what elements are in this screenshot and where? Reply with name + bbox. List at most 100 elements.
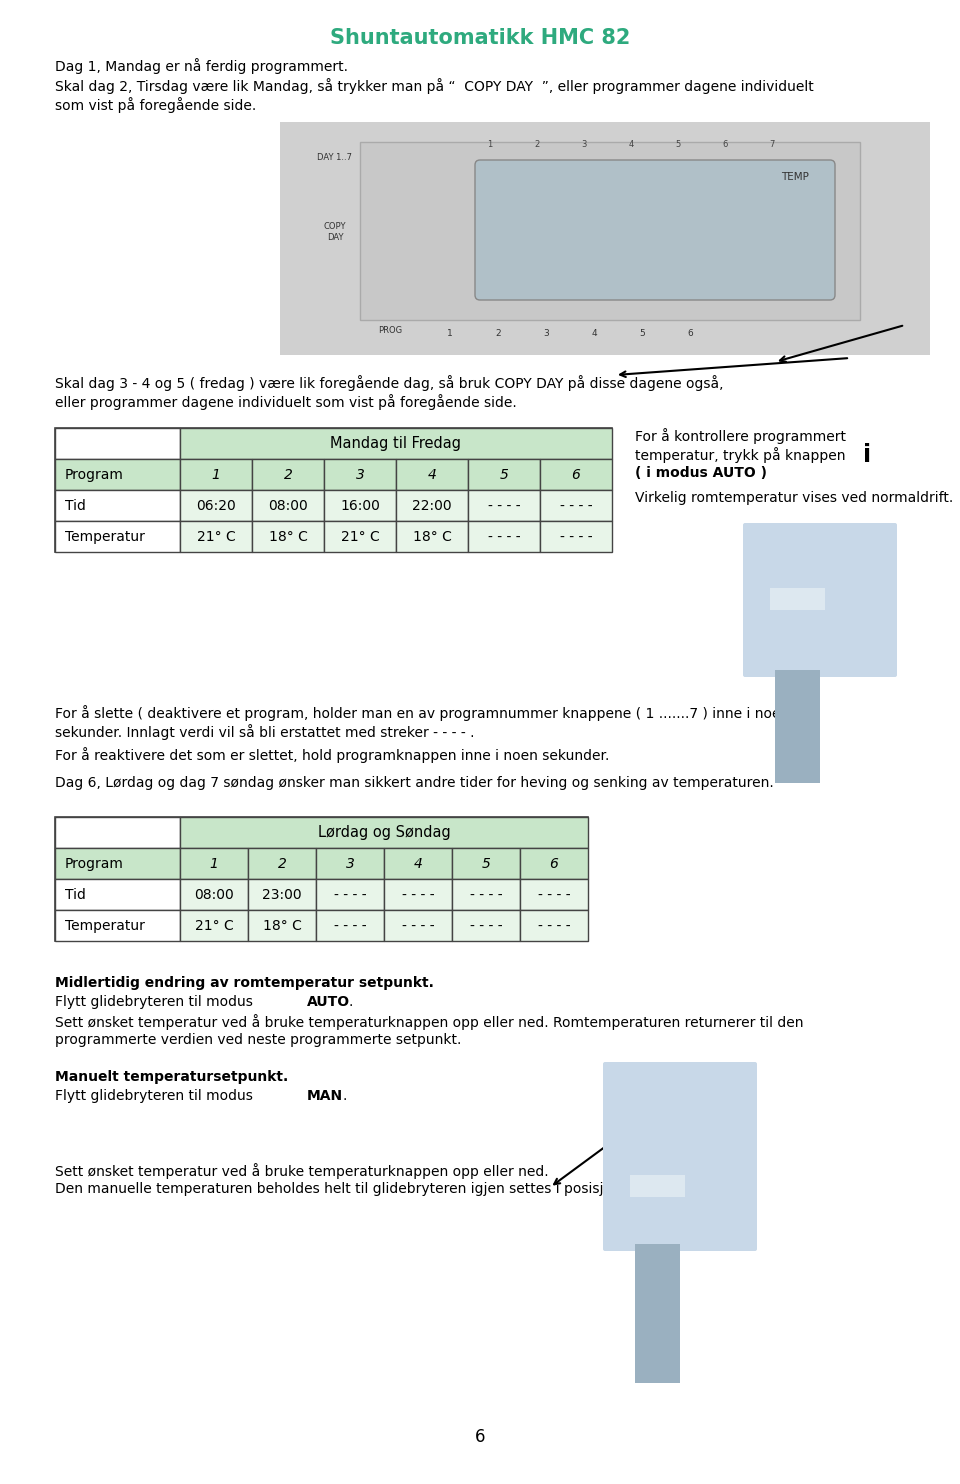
Bar bbox=[324, 521, 396, 552]
Text: temperatur, trykk på knappen: temperatur, trykk på knappen bbox=[635, 447, 850, 463]
Text: Sett ønsket temperatur ved å bruke temperaturknappen opp eller ned.: Sett ønsket temperatur ved å bruke tempe… bbox=[55, 1163, 548, 1178]
Text: - - - -: - - - - bbox=[560, 530, 592, 543]
Text: 6: 6 bbox=[687, 328, 693, 337]
Bar bbox=[452, 910, 520, 941]
Text: Temperatur: Temperatur bbox=[65, 530, 145, 543]
Text: COPY
DAY: COPY DAY bbox=[324, 223, 347, 242]
Bar bbox=[180, 490, 252, 521]
Text: 3: 3 bbox=[543, 328, 549, 337]
Bar bbox=[280, 122, 930, 355]
Text: For å slette ( deaktivere et program, holder man en av programnummer knappene ( : For å slette ( deaktivere et program, ho… bbox=[55, 705, 789, 721]
Text: Virkelig romtemperatur vises ved normaldrift.: Virkelig romtemperatur vises ved normald… bbox=[635, 491, 953, 505]
Bar bbox=[248, 847, 316, 879]
Text: 06:20: 06:20 bbox=[196, 499, 236, 512]
Text: 4: 4 bbox=[414, 856, 422, 871]
Text: 7: 7 bbox=[769, 139, 775, 148]
Text: som vist på foregående side.: som vist på foregående side. bbox=[55, 96, 256, 113]
Text: Dag 6, Lørdag og dag 7 søndag ønsker man sikkert andre tider for heving og senki: Dag 6, Lørdag og dag 7 søndag ønsker man… bbox=[55, 776, 774, 789]
Text: 6: 6 bbox=[571, 467, 581, 481]
Text: Skal dag 3 - 4 og 5 ( fredag ) være lik foregående dag, så bruk COPY DAY på diss: Skal dag 3 - 4 og 5 ( fredag ) være lik … bbox=[55, 375, 724, 390]
Text: - - - -: - - - - bbox=[334, 887, 367, 901]
Bar bbox=[396, 459, 468, 490]
Text: Program: Program bbox=[65, 856, 124, 871]
Bar bbox=[324, 459, 396, 490]
Text: 2: 2 bbox=[495, 328, 501, 337]
Text: 6: 6 bbox=[549, 856, 559, 871]
Bar bbox=[55, 521, 180, 552]
Bar bbox=[55, 490, 180, 521]
Text: 5: 5 bbox=[499, 467, 509, 481]
Bar bbox=[55, 818, 588, 941]
Bar bbox=[324, 490, 396, 521]
Text: For å reaktivere det som er slettet, hold programknappen inne i noen sekunder.: For å reaktivere det som er slettet, hol… bbox=[55, 746, 610, 763]
Text: 5: 5 bbox=[482, 856, 491, 871]
Bar bbox=[316, 910, 384, 941]
Bar bbox=[770, 588, 825, 610]
Text: TEMP: TEMP bbox=[781, 172, 809, 183]
Text: Midlertidig endring av romtemperatur setpunkt.: Midlertidig endring av romtemperatur set… bbox=[55, 976, 434, 990]
Text: Tid: Tid bbox=[65, 499, 85, 512]
Bar bbox=[452, 879, 520, 910]
Bar bbox=[316, 847, 384, 879]
Text: - - - -: - - - - bbox=[469, 887, 502, 901]
Bar bbox=[55, 910, 180, 941]
Text: - - - -: - - - - bbox=[488, 530, 520, 543]
Text: For å kontrollere programmert: For å kontrollere programmert bbox=[635, 427, 846, 444]
Text: 2: 2 bbox=[277, 856, 286, 871]
Text: Flytt glidebryteren til modus: Flytt glidebryteren til modus bbox=[55, 1089, 257, 1103]
Text: 23:00: 23:00 bbox=[262, 887, 301, 901]
Text: 4: 4 bbox=[629, 139, 634, 148]
Text: AUTO: AUTO bbox=[307, 994, 350, 1009]
Bar bbox=[248, 879, 316, 910]
Text: 3: 3 bbox=[582, 139, 587, 148]
Text: - - - -: - - - - bbox=[401, 887, 434, 901]
Text: -DAY/⊙: -DAY/⊙ bbox=[825, 543, 866, 556]
Text: 16:00: 16:00 bbox=[340, 499, 380, 512]
Text: -OFF: -OFF bbox=[825, 644, 852, 656]
Bar bbox=[396, 490, 468, 521]
Text: .: . bbox=[349, 994, 353, 1009]
Text: 4: 4 bbox=[427, 467, 437, 481]
Text: ( i modus AUTO ): ( i modus AUTO ) bbox=[635, 466, 767, 479]
Text: -AUTO: -AUTO bbox=[685, 1150, 722, 1163]
Text: - - - -: - - - - bbox=[538, 919, 570, 932]
Bar bbox=[55, 847, 180, 879]
Bar bbox=[635, 1244, 680, 1383]
Bar bbox=[540, 521, 612, 552]
Text: Temperatur: Temperatur bbox=[65, 919, 145, 932]
Bar bbox=[180, 521, 252, 552]
Bar bbox=[468, 459, 540, 490]
Text: 4: 4 bbox=[591, 328, 597, 337]
Text: Lørdag og Søndag: Lørdag og Søndag bbox=[318, 825, 450, 840]
Bar bbox=[520, 910, 588, 941]
Text: Program: Program bbox=[65, 467, 124, 481]
Text: sekunder. Innlagt verdi vil så bli erstattet med streker - - - - .: sekunder. Innlagt verdi vil så bli ersta… bbox=[55, 724, 474, 741]
Bar bbox=[540, 490, 612, 521]
Text: Skal dag 2, Tirsdag være lik Mandag, så trykker man på “  COPY DAY  ”, eller pro: Skal dag 2, Tirsdag være lik Mandag, så … bbox=[55, 79, 814, 93]
Text: 18° C: 18° C bbox=[269, 530, 307, 543]
Bar bbox=[252, 459, 324, 490]
Text: 21° C: 21° C bbox=[341, 530, 379, 543]
Text: Tid: Tid bbox=[65, 887, 85, 901]
Bar bbox=[55, 427, 180, 459]
Text: 2: 2 bbox=[283, 467, 293, 481]
Text: Dag 1, Mandag er nå ferdig programmert.: Dag 1, Mandag er nå ferdig programmert. bbox=[55, 58, 348, 74]
Text: 1: 1 bbox=[211, 467, 221, 481]
Text: - - - -: - - - - bbox=[538, 887, 570, 901]
Bar bbox=[468, 490, 540, 521]
Bar bbox=[630, 1175, 685, 1198]
Text: -AUTO: -AUTO bbox=[825, 594, 866, 607]
Text: -MAN: -MAN bbox=[685, 1181, 721, 1193]
Text: 3: 3 bbox=[346, 856, 354, 871]
FancyBboxPatch shape bbox=[603, 1063, 757, 1251]
Text: - - - -: - - - - bbox=[469, 919, 502, 932]
Text: 18° C: 18° C bbox=[413, 530, 451, 543]
Text: -OFF: -OFF bbox=[685, 1211, 712, 1224]
Text: - - - -: - - - - bbox=[401, 919, 434, 932]
Bar bbox=[316, 879, 384, 910]
Bar bbox=[55, 818, 180, 847]
Text: 6: 6 bbox=[722, 139, 728, 148]
Text: MAN: MAN bbox=[307, 1089, 343, 1103]
Text: .: . bbox=[342, 1089, 347, 1103]
Text: Sett ønsket temperatur ved å bruke temperaturknappen opp eller ned. Romtemperatu: Sett ønsket temperatur ved å bruke tempe… bbox=[55, 1014, 804, 1030]
